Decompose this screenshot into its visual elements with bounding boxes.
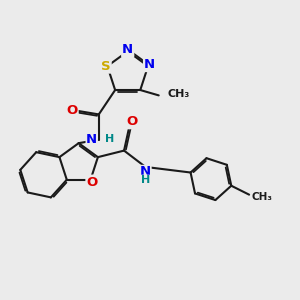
Text: S: S [101,60,111,73]
Text: H: H [105,134,115,144]
Text: CH₃: CH₃ [251,192,272,202]
Text: N: N [144,58,155,71]
Text: CH₃: CH₃ [167,89,189,99]
Text: N: N [122,43,133,56]
Text: O: O [86,176,98,189]
Text: N: N [140,166,151,178]
Text: O: O [126,115,137,128]
Text: O: O [66,104,78,117]
Text: H: H [141,175,151,185]
Text: N: N [86,133,97,146]
